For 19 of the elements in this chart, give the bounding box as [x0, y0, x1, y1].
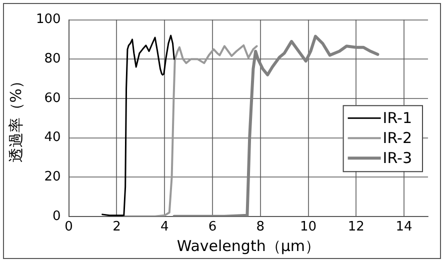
x-tick-label: 0 — [64, 220, 73, 235]
y-axis-title: 透過率（%） — [6, 73, 25, 163]
x-tick-label: 10 — [300, 220, 317, 235]
x-axis-title: Wavelength（μm） — [176, 236, 320, 255]
legend-label: IR-1 — [382, 108, 412, 127]
y-tick-label: 0 — [52, 208, 61, 224]
legend-label: IR-2 — [382, 128, 412, 147]
y-tick-label: 40 — [44, 130, 61, 146]
x-tick-label: 4 — [160, 220, 169, 235]
x-tick-label: 6 — [208, 220, 217, 235]
legend-label: IR-3 — [382, 148, 412, 167]
y-tick-label: 80 — [44, 51, 61, 66]
x-tick-label: 14 — [396, 220, 412, 235]
x-tick-label: 2 — [112, 220, 121, 235]
y-tick-label: 20 — [44, 169, 61, 184]
y-tick-label: 100 — [36, 12, 61, 28]
x-tick-label: 12 — [348, 220, 364, 235]
y-tick-label: 60 — [44, 90, 61, 106]
x-tick-label: 8 — [256, 220, 265, 235]
